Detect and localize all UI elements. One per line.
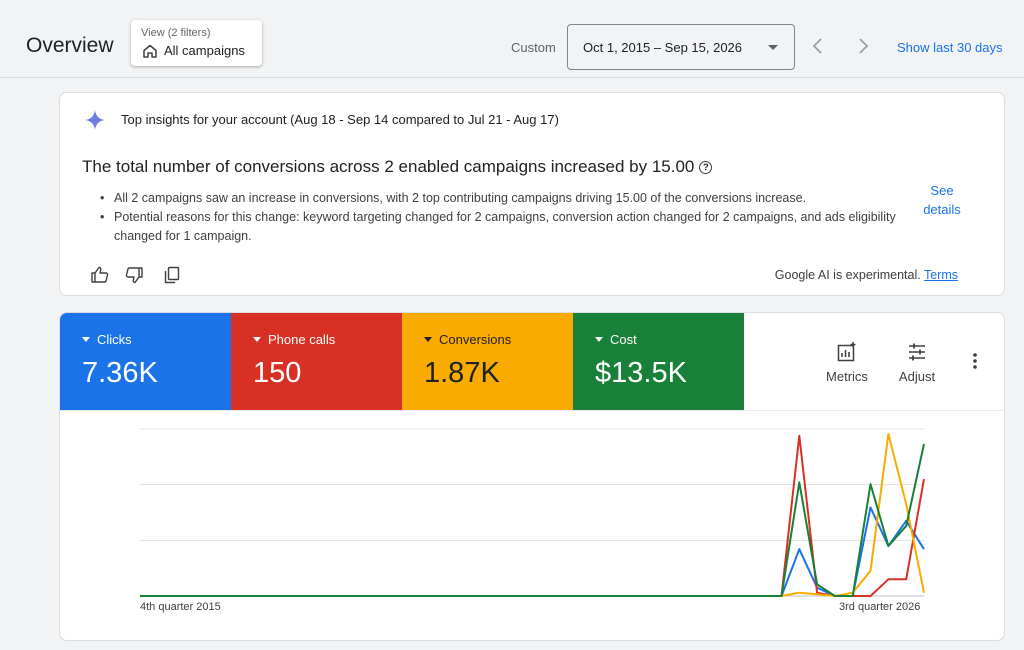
- view-filter-chip[interactable]: View (2 filters) All campaigns: [131, 20, 262, 66]
- insight-title: The total number of conversions across 2…: [82, 157, 713, 177]
- terms-link[interactable]: Terms: [923, 268, 958, 282]
- x-axis-end-label: 3rd quarter 2026: [839, 601, 921, 613]
- series-line-cost: [140, 443, 925, 597]
- copy-icon[interactable]: [162, 265, 182, 285]
- chevron-left-icon[interactable]: [808, 36, 828, 56]
- insights-heading: Top insights for your account (Aug 18 - …: [121, 112, 559, 127]
- metric-label[interactable]: Cost: [595, 332, 637, 347]
- list-item: All 2 campaigns saw an increase in conve…: [98, 189, 898, 208]
- metric-tile-conversions[interactable]: Conversions 1.87K: [402, 313, 573, 410]
- view-value: All campaigns: [164, 43, 245, 58]
- metric-tile-clicks[interactable]: Clicks 7.36K: [60, 313, 231, 410]
- insight-bullets: All 2 campaigns saw an increase in conve…: [98, 189, 898, 246]
- metric-value: 7.36K: [82, 357, 158, 389]
- metric-value: 150: [253, 357, 302, 389]
- see-details-link[interactable]: See details: [923, 183, 961, 217]
- series-line-phone-calls: [140, 434, 925, 597]
- metric-value: 1.87K: [424, 357, 500, 389]
- insights-card: Top insights for your account (Aug 18 - …: [59, 92, 1005, 296]
- divider: [60, 410, 1004, 411]
- list-item: Potential reasons for this change: keywo…: [98, 208, 898, 246]
- adjust-icon: [909, 343, 925, 361]
- thumbs-down-icon[interactable]: [124, 265, 144, 285]
- help-icon[interactable]: ?: [699, 161, 713, 174]
- line-chart: [140, 428, 925, 597]
- show-last-30-days-link[interactable]: Show last 30 days: [897, 40, 1003, 55]
- metric-tile-cost[interactable]: Cost $13.5K: [573, 313, 744, 410]
- home-icon: [143, 44, 157, 58]
- thumbs-up-icon[interactable]: [90, 265, 110, 285]
- view-filters-label: View (2 filters): [141, 27, 211, 39]
- insight-title-text: The total number of conversions across 2…: [82, 157, 695, 176]
- metric-tile-phone-calls[interactable]: Phone calls 150: [231, 313, 402, 410]
- metric-label[interactable]: Clicks: [82, 332, 132, 347]
- metric-label[interactable]: Phone calls: [253, 332, 335, 347]
- series-line-conversions: [140, 433, 925, 597]
- date-range-select[interactable]: Oct 1, 2015 – Sep 15, 2026: [567, 24, 795, 70]
- performance-chart-card: Clicks 7.36K Phone calls 150 Conversions…: [59, 312, 1005, 641]
- adjust-button[interactable]: Adjust: [887, 341, 947, 384]
- page-header: Overview View (2 filters) All campaigns …: [0, 0, 1024, 78]
- date-range-type: Custom: [511, 40, 556, 55]
- chevron-right-icon[interactable]: [853, 36, 873, 56]
- page-title: Overview: [26, 34, 114, 57]
- dropdown-caret-icon: [768, 45, 778, 50]
- metrics-label: Metrics: [826, 369, 868, 384]
- sparkle-icon: [85, 110, 105, 130]
- metric-value: $13.5K: [595, 357, 687, 389]
- x-axis-start-label: 4th quarter 2015: [140, 601, 221, 613]
- adjust-label: Adjust: [898, 369, 936, 384]
- ai-disclaimer: Google AI is experimental. Terms: [775, 268, 958, 282]
- date-range-value: Oct 1, 2015 – Sep 15, 2026: [583, 40, 743, 55]
- metrics-icon: [837, 342, 856, 362]
- metric-label[interactable]: Conversions: [424, 332, 511, 347]
- ai-note-text: Google AI is experimental.: [774, 268, 921, 282]
- metrics-button[interactable]: Metrics: [817, 341, 877, 384]
- more-vert-icon[interactable]: [965, 351, 985, 371]
